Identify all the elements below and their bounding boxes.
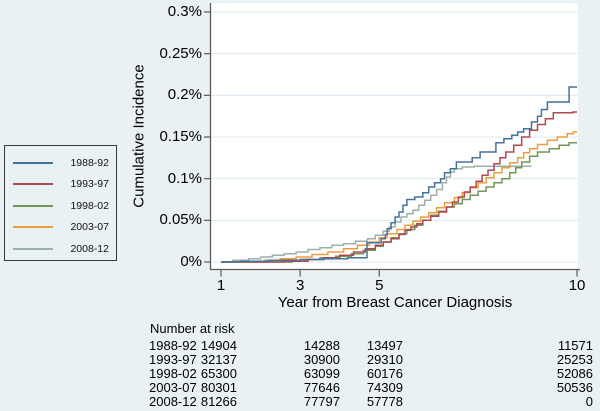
legend-item: 2003-07 xyxy=(5,217,116,239)
series-curve-1993-97 xyxy=(221,111,577,263)
risk-value: 80301 xyxy=(200,380,237,395)
legend-line-swatch xyxy=(13,204,53,207)
risk-value: 30900 xyxy=(303,352,340,367)
risk-value: 81266 xyxy=(200,394,237,409)
legend-items: 1988-92 1993-97 1998-02 2003-07 2008-12 xyxy=(5,152,116,260)
risk-value: 52086 xyxy=(556,366,593,381)
risk-value: 29310 xyxy=(366,352,403,367)
risk-value: 63099 xyxy=(303,366,340,381)
risk-row-label: 1988-92 xyxy=(149,338,197,353)
x-tick-label: 5 xyxy=(375,277,384,294)
legend-item-label: 1988-92 xyxy=(70,156,109,169)
legend-line-swatch xyxy=(13,161,53,164)
legend-item: 1998-02 xyxy=(5,195,116,217)
risk-value: 74309 xyxy=(366,380,403,395)
risk-value: 14288 xyxy=(303,338,340,353)
legend-item: 1988-92 xyxy=(5,152,116,174)
legend-line-swatch xyxy=(13,226,53,229)
y-tick-label: 0.25% xyxy=(159,44,202,62)
risk-value: 60176 xyxy=(366,366,403,381)
risk-row-label: 2008-12 xyxy=(149,394,197,409)
risk-value: 25253 xyxy=(556,352,593,367)
legend-line-swatch xyxy=(13,183,53,186)
risk-value: 0 xyxy=(585,394,593,409)
risk-value: 13497 xyxy=(366,338,403,353)
x-axis-title: Year from Breast Cancer Diagnosis xyxy=(277,294,513,311)
y-tick-label: 0.3% xyxy=(167,3,202,20)
risk-value: 77797 xyxy=(303,394,340,409)
x-tick-label: 10 xyxy=(568,277,586,294)
risk-value: 11571 xyxy=(557,338,593,353)
legend-item-label: 2003-07 xyxy=(70,221,109,234)
y-tick-label: 0.05% xyxy=(159,211,202,229)
series-curve-2003-07 xyxy=(221,131,577,263)
x-tick-label: 1 xyxy=(216,277,226,294)
risk-value: 57778 xyxy=(366,394,403,409)
risk-row-label: 1993-97 xyxy=(149,352,197,367)
y-tick-label: 0% xyxy=(180,253,202,270)
y-tick-label: 0.2% xyxy=(167,86,202,104)
y-tick-label: 0.15% xyxy=(159,128,202,145)
legend-item-label: 1998-02 xyxy=(70,199,109,212)
risk-row-label: 1998-02 xyxy=(149,366,197,381)
series-curve-1988-92 xyxy=(221,86,577,263)
risk-value: 32137 xyxy=(200,352,237,367)
legend-item: 1993-97 xyxy=(5,174,116,196)
x-tick-label: 3 xyxy=(295,277,305,294)
risk-value: 65300 xyxy=(200,366,237,381)
legend-item-label: 1993-97 xyxy=(70,178,109,191)
legend-item: 2008-12 xyxy=(5,238,116,260)
risk-value: 77646 xyxy=(303,380,340,395)
legend-line-swatch xyxy=(13,247,53,250)
risk-row-label: 2003-07 xyxy=(149,380,197,395)
legend-box: 1988-92 1993-97 1998-02 2003-07 2008-12 xyxy=(4,145,117,261)
legend-item-label: 2008-12 xyxy=(70,242,109,255)
y-tick-label: 0.1% xyxy=(167,169,202,187)
risk-table-title: Number at risk xyxy=(150,321,235,336)
risk-value: 50536 xyxy=(556,380,593,395)
plot-area-background xyxy=(210,3,578,270)
risk-value: 14904 xyxy=(200,338,237,353)
